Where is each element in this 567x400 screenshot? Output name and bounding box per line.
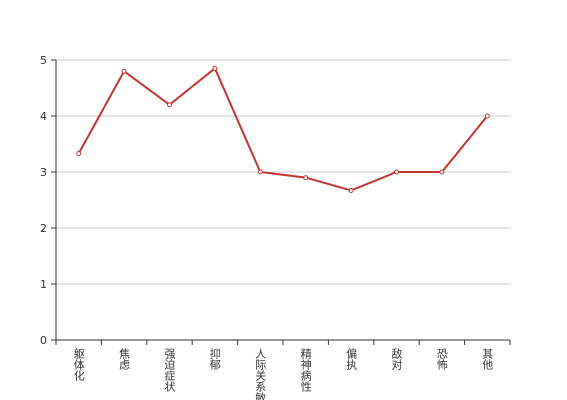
y-tick-label: 0 — [40, 334, 47, 347]
y-tick-label: 1 — [40, 278, 47, 291]
point — [484, 113, 490, 119]
point — [212, 65, 218, 71]
point — [257, 169, 263, 175]
y-tick-label: 2 — [40, 222, 47, 235]
y-tick-label: 4 — [40, 110, 47, 123]
x-tick-label: 敌对 — [390, 347, 403, 370]
x-tick-label: 其他 — [481, 348, 494, 370]
x-tick-label: 躯体化 — [72, 348, 85, 382]
x-tick-label: 焦虑 — [118, 348, 131, 370]
x-tick-label: 偏执 — [345, 347, 358, 371]
line — [77, 66, 489, 192]
point — [121, 68, 127, 74]
y-tick-label: 3 — [40, 166, 47, 179]
x-tick-label: 精神病性 — [299, 348, 312, 393]
point — [439, 169, 445, 175]
point — [303, 175, 309, 181]
point — [348, 187, 354, 193]
y-tick-label: 5 — [40, 54, 47, 67]
x-tick-label: 抑郁 — [208, 347, 221, 370]
x-tick-label: 人际关系敏感 — [254, 348, 267, 400]
x-tick-label: 强迫症状 — [163, 348, 176, 392]
point — [167, 102, 172, 108]
point — [76, 151, 82, 157]
point — [394, 169, 399, 175]
x-tick-label: 恐怖 — [435, 348, 448, 370]
